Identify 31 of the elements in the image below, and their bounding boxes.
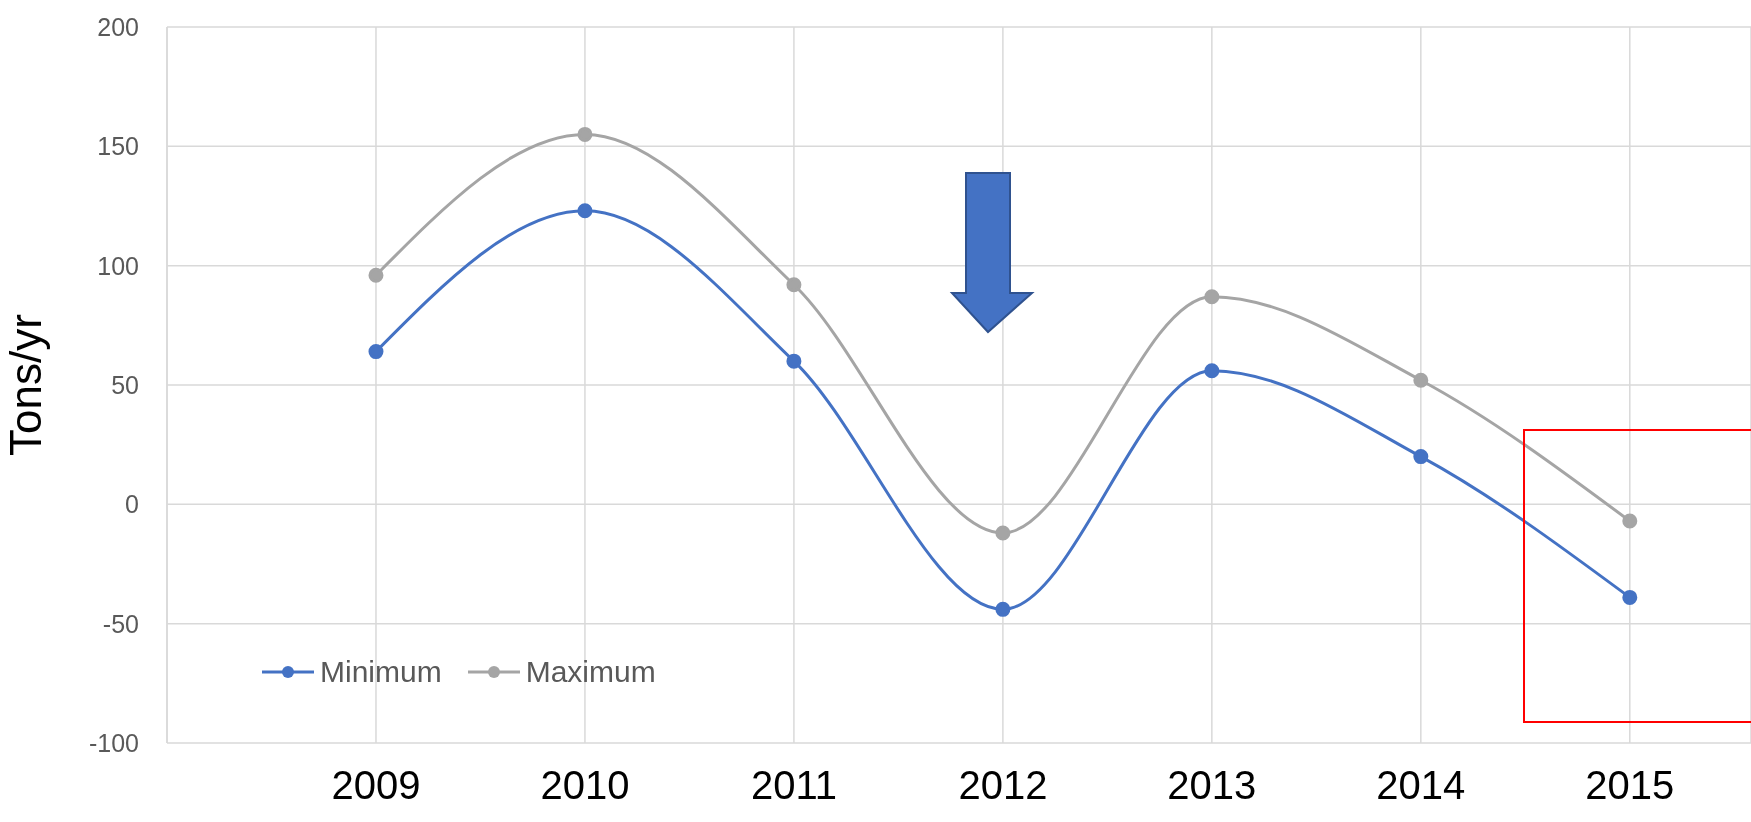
point <box>786 353 802 369</box>
y-tick-label: -100 <box>88 728 139 757</box>
x-tick-label: 2014 <box>1376 763 1466 808</box>
point <box>368 344 384 360</box>
y-tick-label: 200 <box>97 12 139 41</box>
y-tick-label: 50 <box>111 370 139 399</box>
x-tick-label: 2013 <box>1167 763 1257 808</box>
y-tick-label: 150 <box>97 132 139 161</box>
point <box>995 525 1011 541</box>
point <box>1622 589 1638 605</box>
point <box>1413 449 1429 465</box>
point <box>786 277 802 293</box>
point <box>1622 513 1638 529</box>
point <box>1204 289 1220 305</box>
point <box>1413 372 1429 388</box>
legend-label: Minimum <box>320 655 442 689</box>
point <box>995 601 1011 617</box>
x-tick-label: 2012 <box>958 763 1048 808</box>
y-axis-title: Tons/yr <box>0 314 50 456</box>
point <box>368 267 384 283</box>
point <box>577 203 593 219</box>
x-tick-label: 2015 <box>1585 763 1675 808</box>
point <box>1204 363 1220 379</box>
y-tick-label: 100 <box>97 251 139 280</box>
legend-label: Maximum <box>525 655 656 689</box>
y-tick-label: 0 <box>125 490 139 519</box>
y-tick-label: -50 <box>102 609 139 638</box>
x-tick-label: 2011 <box>750 763 837 808</box>
x-tick-label: 2010 <box>540 763 630 808</box>
x-tick-label: 2009 <box>331 763 421 808</box>
point <box>577 126 593 142</box>
